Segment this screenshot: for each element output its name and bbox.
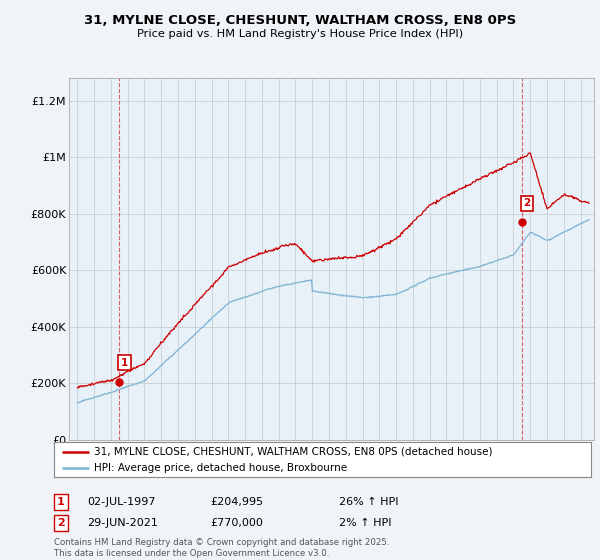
Text: £770,000: £770,000 bbox=[210, 518, 263, 528]
Text: Contains HM Land Registry data © Crown copyright and database right 2025.
This d: Contains HM Land Registry data © Crown c… bbox=[54, 538, 389, 558]
Text: Price paid vs. HM Land Registry's House Price Index (HPI): Price paid vs. HM Land Registry's House … bbox=[137, 29, 463, 39]
Text: 2: 2 bbox=[523, 198, 530, 208]
Text: 2% ↑ HPI: 2% ↑ HPI bbox=[339, 518, 391, 528]
Text: HPI: Average price, detached house, Broxbourne: HPI: Average price, detached house, Brox… bbox=[94, 464, 347, 473]
Text: 31, MYLNE CLOSE, CHESHUNT, WALTHAM CROSS, EN8 0PS (detached house): 31, MYLNE CLOSE, CHESHUNT, WALTHAM CROSS… bbox=[94, 447, 493, 457]
Text: 1: 1 bbox=[57, 497, 65, 507]
Text: £204,995: £204,995 bbox=[210, 497, 263, 507]
Text: 26% ↑ HPI: 26% ↑ HPI bbox=[339, 497, 398, 507]
Text: 31, MYLNE CLOSE, CHESHUNT, WALTHAM CROSS, EN8 0PS: 31, MYLNE CLOSE, CHESHUNT, WALTHAM CROSS… bbox=[84, 14, 516, 27]
Text: 29-JUN-2021: 29-JUN-2021 bbox=[87, 518, 158, 528]
Text: 02-JUL-1997: 02-JUL-1997 bbox=[87, 497, 155, 507]
Text: 1: 1 bbox=[121, 358, 128, 368]
Text: 2: 2 bbox=[57, 518, 65, 528]
